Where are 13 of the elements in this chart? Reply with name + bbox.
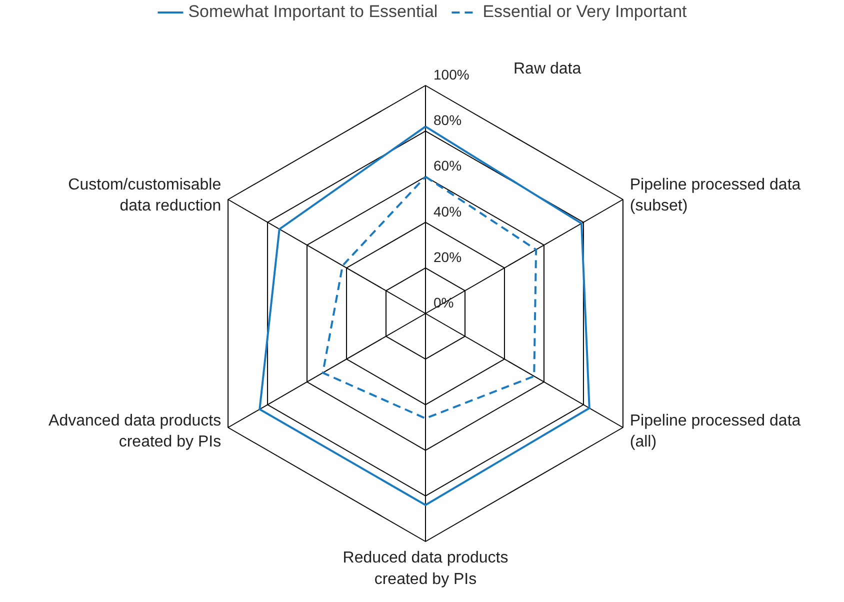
spoke-label: Raw data [514,60,582,78]
y-tick-label: 100% [434,66,470,82]
y-tick-label: 40% [434,203,462,220]
legend-label: Somewhat Important to Essential [188,2,438,22]
y-tick-label: 60% [434,158,462,174]
spoke-label: Pipeline processed data (all) [630,412,801,451]
spoke-label: Custom/customisable data reduction [68,176,222,215]
spoke-label: Pipeline processed data (subset) [630,176,801,215]
legend-label: Essential or Very Important [482,2,687,22]
spoke-label: Advanced data products created by PIs [48,412,222,451]
y-tick-label: 20% [434,248,462,265]
y-tick-label: 80% [434,112,462,128]
spoke-label: Reduced data products created by PIs [342,550,508,588]
